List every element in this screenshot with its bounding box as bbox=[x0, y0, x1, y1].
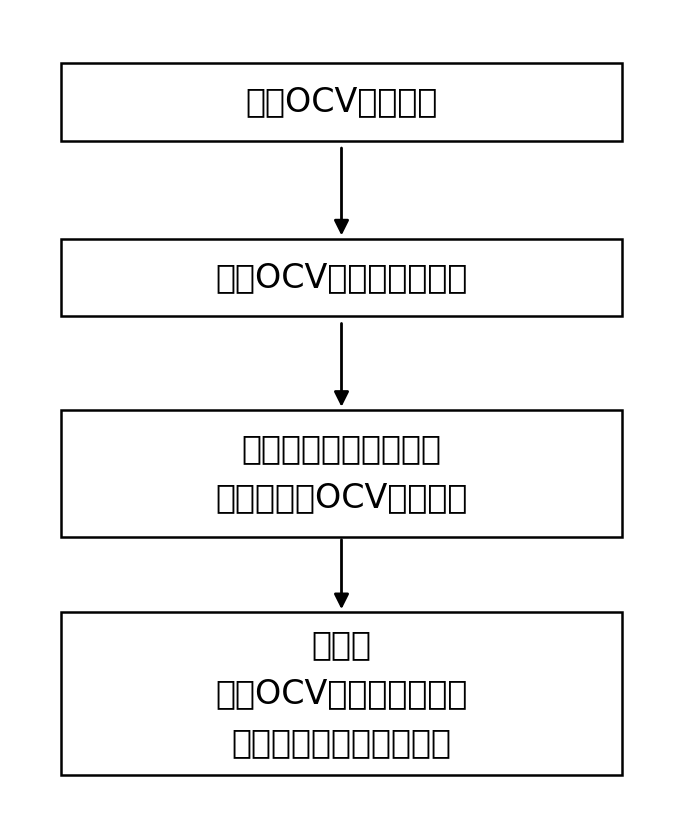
Text: 依据完备的OCV估算方程: 依据完备的OCV估算方程 bbox=[215, 481, 468, 514]
Text: 电池OCV估算方法在硬件: 电池OCV估算方法在硬件 bbox=[215, 677, 468, 710]
Bar bbox=[61, 64, 622, 140]
Bar bbox=[61, 410, 622, 537]
Text: 推导OCV估算方程: 推导OCV估算方程 bbox=[245, 86, 438, 118]
Text: 辨识OCV估算方程中参数: 辨识OCV估算方程中参数 bbox=[215, 261, 468, 294]
Text: 设计开路电压估算方法: 设计开路电压估算方法 bbox=[242, 432, 441, 465]
Text: 将基于气液动力学模型的: 将基于气液动力学模型的 bbox=[232, 726, 451, 759]
Text: 上实现: 上实现 bbox=[311, 628, 372, 661]
Bar bbox=[61, 239, 622, 316]
Bar bbox=[61, 612, 622, 775]
